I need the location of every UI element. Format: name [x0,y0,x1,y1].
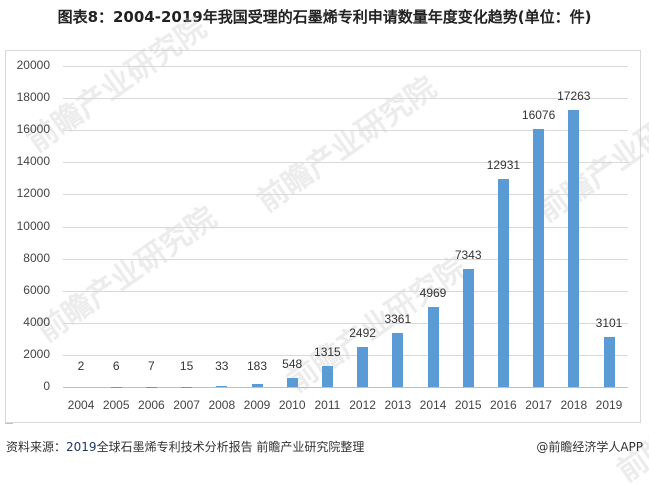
x-tick-label: 2010 [272,398,312,412]
x-tick-label: 2011 [307,398,347,412]
source-note: 资料来源：2019全球石墨烯专利技术分析报告 前瞻产业研究院整理 [6,438,364,455]
x-tick-label: 2007 [167,398,207,412]
x-tick-label: 2019 [589,398,629,412]
bar-2015 [463,269,474,387]
y-tick-label: 14000 [0,154,50,168]
x-tick-label: 2017 [519,398,559,412]
value-label: 1315 [302,345,352,359]
value-label: 4969 [408,286,458,300]
bar-2013 [392,333,403,387]
x-tick-label: 2004 [61,398,101,412]
value-label: 7343 [443,248,493,262]
value-label: 548 [267,357,317,371]
x-tick-label: 2012 [343,398,383,412]
chart-title: 图表8：2004-2019年我国受理的石墨烯专利申请数量年度变化趋势(单位：件) [0,6,649,27]
bar-2009 [252,384,263,387]
y-tick-label: 10000 [0,219,50,233]
x-tick-label: 2015 [448,398,488,412]
bar-2008 [216,386,227,387]
x-tick-label: 2006 [131,398,171,412]
credit-label: @前瞻经济学人APP [536,438,643,455]
value-label: 3101 [584,316,634,330]
bar-2010 [287,378,298,387]
x-tick-label: 2008 [202,398,242,412]
y-tick-label: 4000 [0,315,50,329]
value-label: 2492 [338,326,388,340]
y-tick-label: 18000 [0,90,50,104]
source-prefix: 资料来源： [6,440,66,454]
bar-2018 [568,110,579,387]
x-tick-label: 2014 [413,398,453,412]
bar-2011 [322,366,333,387]
frame-corner-tick [5,423,13,424]
bar-2017 [533,129,544,387]
source-text: 全球石墨烯专利技术分析报告 前瞻产业研究院整理 [97,440,365,454]
y-tick-label: 0 [0,379,50,393]
bar-2019 [604,337,615,387]
y-tick-label: 20000 [0,58,50,72]
value-label: 16076 [514,108,564,122]
y-tick-label: 12000 [0,186,50,200]
x-axis-line [63,387,628,388]
source-year: 2019 [66,440,97,454]
y-tick-label: 2000 [0,347,50,361]
bar-2014 [428,307,439,387]
bar-2016 [498,179,509,387]
value-label: 17263 [549,89,599,103]
gridline [63,66,628,67]
value-label: 3361 [373,312,423,326]
x-tick-label: 2009 [237,398,277,412]
x-tick-label: 2018 [554,398,594,412]
y-tick-label: 8000 [0,251,50,265]
gridline [63,98,628,99]
x-tick-label: 2016 [483,398,523,412]
x-tick-label: 2005 [96,398,136,412]
y-tick-label: 16000 [0,122,50,136]
bar-2012 [357,347,368,387]
value-label: 12931 [478,158,528,172]
y-tick-label: 6000 [0,283,50,297]
x-tick-label: 2013 [378,398,418,412]
